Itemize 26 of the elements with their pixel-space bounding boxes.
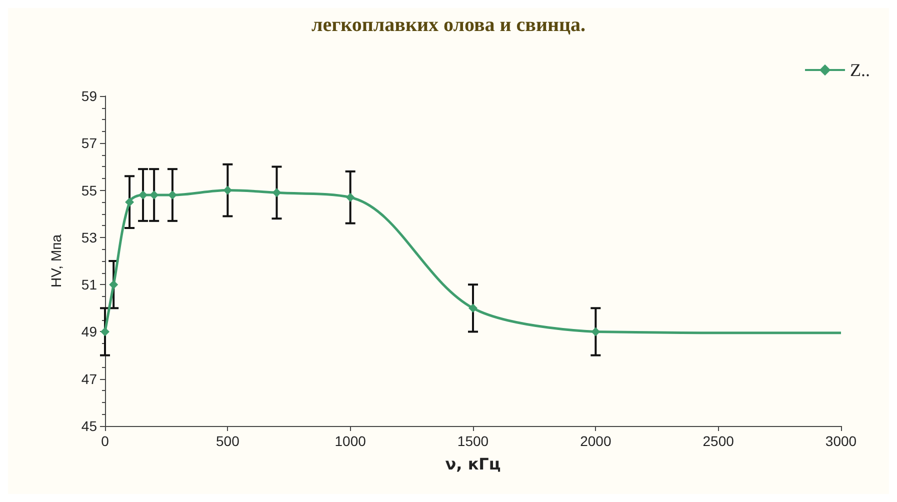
- point: [223, 186, 232, 195]
- x-tick-label: 1500: [457, 433, 489, 449]
- x-tick-label: 1000: [334, 433, 366, 449]
- x-tick-label: 0: [101, 433, 110, 449]
- point: [125, 198, 134, 207]
- x-tick-label: 2500: [702, 433, 734, 449]
- y-tick-label: 53: [81, 229, 98, 246]
- y-tick-label: 51: [81, 276, 98, 293]
- point: [109, 280, 118, 290]
- legend-label: Z..: [850, 60, 870, 80]
- y-tick-label: 49: [81, 324, 98, 340]
- point: [100, 327, 110, 336]
- x-tick-label: 3000: [825, 433, 857, 449]
- point: [468, 304, 478, 313]
- y-tick-label: 47: [81, 370, 98, 387]
- point: [272, 188, 282, 198]
- y-axis-title: HV, Мпа: [48, 234, 64, 288]
- x-tick-label: 500: [216, 433, 240, 449]
- y-tick-label: 57: [81, 135, 98, 152]
- point: [346, 192, 355, 202]
- y-tick-label: 45: [81, 418, 98, 434]
- x-axis-title: ν, кГц: [445, 454, 501, 474]
- x-tick-label: 2000: [580, 433, 612, 449]
- chart-title: легкоплавких олова и свинца.: [311, 14, 586, 36]
- y-tick-label: 55: [81, 182, 98, 198]
- y-tick-label: 59: [81, 88, 98, 104]
